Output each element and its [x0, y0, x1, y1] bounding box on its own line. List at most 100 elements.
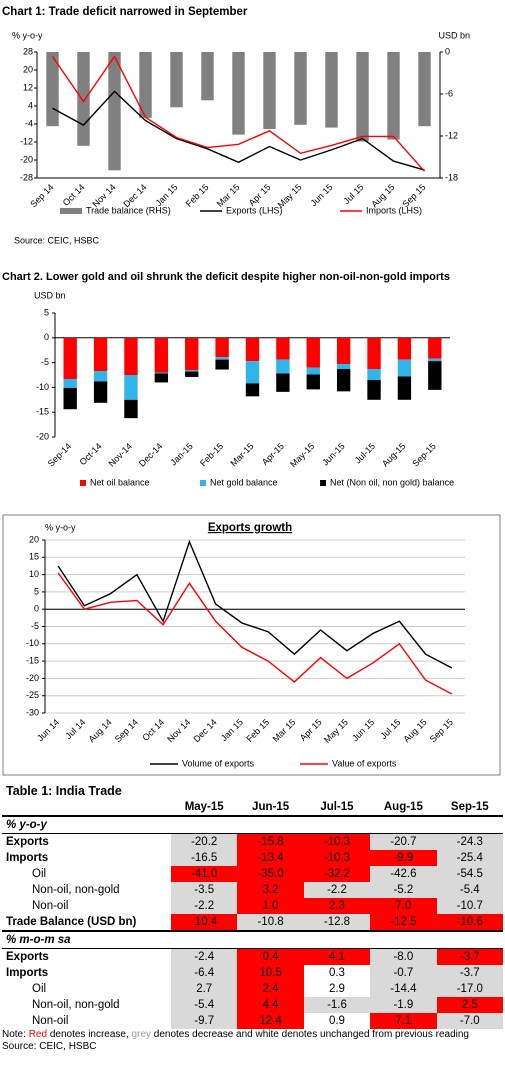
bar-segment: [276, 373, 290, 392]
table-cell: Oil: [32, 868, 47, 880]
table-cell: -54.5: [436, 866, 503, 882]
bar-segment: [367, 379, 381, 400]
table-cell: 0.4: [237, 948, 304, 965]
y-tick-label: -25: [26, 690, 39, 700]
x-tick-label: Sep 14: [113, 717, 140, 744]
bar-segment: [93, 371, 108, 382]
legend-label: Exports (LHS): [226, 205, 283, 215]
x-tick-label: Jun-15: [320, 441, 347, 468]
y-tick-label: 5: [34, 586, 39, 596]
table-cell: -1.9: [370, 997, 437, 1013]
source: Source: CEIC, HSBC: [14, 235, 100, 245]
table-cell: Imports: [6, 967, 49, 979]
bar-segment: [245, 361, 260, 384]
x-tick-label: Jul 15: [342, 182, 366, 206]
bar-segment: [245, 383, 260, 397]
table-cell: Jul-15: [303, 799, 371, 817]
y-tick-label: 20: [23, 64, 33, 74]
table-cell: Non-oil, non-gold: [32, 999, 120, 1011]
table-row: Non-oil -9.7 12.4 0.9 7.1 -7.0: [2, 1013, 503, 1029]
y-tick-label: -15: [36, 407, 49, 417]
x-tick-label: Jun 14: [35, 717, 61, 743]
chart-border: [2, 514, 501, 776]
legend-swatch: [320, 480, 326, 486]
table-row: Exports -20.2 -15.8 -10.3 -20.7 -24.3: [2, 833, 503, 850]
x-tick-label: Oct 14: [140, 717, 166, 743]
table-cell: -10.6: [436, 914, 503, 931]
note-text: Red: [28, 1029, 48, 1040]
x-tick-label: Nov 14: [165, 717, 192, 744]
bar-segment: [397, 376, 412, 400]
table-cell: -2.2: [303, 882, 371, 898]
bar-segment: [276, 359, 290, 374]
bar: [263, 52, 276, 129]
bar: [201, 52, 214, 101]
table-cell: Trade Balance (USD bn): [6, 916, 137, 928]
line: [52, 90, 425, 171]
table-cell: 0.9: [303, 1013, 371, 1029]
x-tick-label: Apr 15: [298, 717, 324, 743]
table-cell: -5.4: [171, 997, 238, 1013]
table-cell: 1.0: [237, 898, 304, 914]
table-row: % m-o-m sa: [2, 930, 503, 949]
y-tick-label: -10: [36, 382, 49, 392]
bar-segment: [367, 337, 381, 370]
table-cell: 12.4: [237, 1013, 304, 1029]
bar-segment: [215, 357, 229, 360]
x-tick-label: Apr 15: [247, 182, 273, 208]
table-cell: -12.8: [303, 914, 371, 931]
table-cell: -20.7: [370, 833, 437, 850]
bar-segment: [93, 381, 108, 403]
bar-segment: [124, 375, 138, 400]
table-row: Imports -16.5 -13.4 -10.3 -9.9 -25.4: [2, 850, 503, 866]
y-axis-label: % y-o-y: [45, 522, 76, 532]
table-row: May-15 Jun-15 Jul-15 Aug-15 Sep-15: [2, 799, 503, 817]
table-cell: -20.2: [171, 833, 238, 850]
y-tick-label: -18: [445, 172, 458, 182]
x-tick-label: Feb 15: [184, 182, 211, 209]
note-text: Note:: [2, 1029, 29, 1040]
y-tick-label: 12: [23, 82, 33, 92]
table-cell: 2.7: [171, 981, 238, 997]
bar-segment: [428, 358, 442, 362]
bar-segment: [154, 372, 169, 374]
table-cell: Aug-15: [370, 799, 437, 817]
bar: [325, 52, 338, 128]
legend-label: Imports (LHS): [366, 205, 422, 215]
bar-segment: [276, 337, 290, 360]
y-tick-label: 0: [445, 46, 450, 56]
x-tick-label: Oct 14: [61, 182, 87, 208]
table-cell: -7.0: [436, 1013, 503, 1029]
table-cell: -2.2: [171, 898, 238, 914]
bar-segment: [215, 359, 229, 370]
source: Source: CEIC, HSBC: [2, 1041, 97, 1052]
y-tick-label: 4: [28, 100, 33, 110]
y-tick-label: 0: [44, 332, 49, 342]
y-tick-label: -28: [20, 172, 33, 182]
table-cell: -14.4: [370, 981, 437, 997]
x-tick-label: Feb 15: [244, 717, 271, 744]
x-tick-label: Jul 15: [378, 717, 402, 741]
table-cell: -42.6: [370, 866, 437, 882]
bar-segment: [367, 369, 381, 380]
table-cell: 2.3: [303, 898, 371, 914]
table-cell: -6.4: [171, 965, 238, 981]
table-cell: 10.5: [237, 965, 304, 981]
x-tick-label: May 15: [322, 717, 350, 745]
x-tick-label: Feb-15: [198, 441, 225, 468]
x-tick-label: Aug 14: [86, 717, 113, 744]
table-cell: -9.7: [171, 1013, 238, 1029]
table-cell: -41.0: [171, 866, 238, 882]
bar: [77, 52, 90, 146]
y-tick-label: 28: [23, 46, 33, 56]
y-tick-label: -12: [20, 136, 33, 146]
y-axis-label: USD bn: [34, 290, 66, 300]
table-cell: 4.4: [237, 997, 304, 1013]
x-tick-label: Jul 14: [63, 717, 87, 741]
note-text: denotes decrease and white denotes uncha…: [151, 1029, 469, 1040]
x-tick-label: Jun 15: [308, 182, 334, 208]
x-tick-label: Dec 14: [191, 717, 218, 744]
table-cell: -17.0: [436, 981, 503, 997]
bar-segment: [336, 369, 351, 392]
